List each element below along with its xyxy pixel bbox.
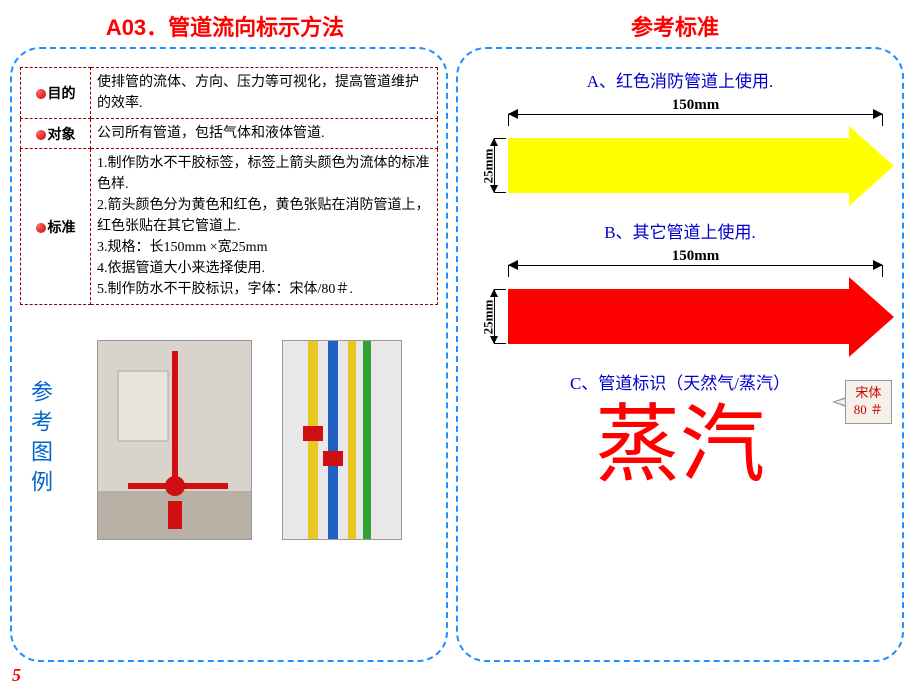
- ref-a-title: A、红色消防管道上使用.: [466, 67, 894, 92]
- table-row: 标准 1.制作防水不干胶标签，标签上箭头颜色为流体的标准色样. 2.箭头颜色分为…: [21, 149, 438, 305]
- height-dimension: 25mm: [466, 128, 508, 203]
- callout-arrow-icon: [832, 397, 846, 407]
- row-content: 1.制作防水不干胶标签，标签上箭头颜色为流体的标准色样. 2.箭头颜色分为黄色和…: [91, 149, 438, 305]
- right-panel: A、红色消防管道上使用. 150mm 25mm: [456, 47, 904, 662]
- legend-area: 参考图例: [20, 315, 438, 565]
- sample-text: 蒸汽: [466, 404, 894, 489]
- width-label: 150mm: [668, 248, 724, 265]
- yellow-arrow-icon: [508, 138, 894, 193]
- bullet-icon: [36, 223, 46, 233]
- bullet-icon: [36, 89, 46, 99]
- spec-table: 目的 使排管的流体、方向、压力等可视化，提高管道维护的效率. 对象 公司所有管道…: [20, 67, 438, 305]
- ref-b-title: B、其它管道上使用.: [466, 218, 894, 243]
- ref-section-c: C、管道标识（天然气/蒸汽） 蒸汽 宋体 80 ＃: [466, 369, 894, 489]
- ref-section-a: A、红色消防管道上使用. 150mm 25mm: [466, 67, 894, 203]
- ref-section-b: B、其它管道上使用. 150mm 25mm: [466, 218, 894, 354]
- width-dimension: 150mm: [508, 102, 883, 128]
- left-panel: 目的 使排管的流体、方向、压力等可视化，提高管道维护的效率. 对象 公司所有管道…: [10, 47, 448, 662]
- right-title: 参考标准: [450, 10, 900, 42]
- left-title: A03．管道流向标示方法: [0, 10, 450, 42]
- table-row: 对象 公司所有管道，包括气体和液体管道.: [21, 119, 438, 149]
- callout-line1: 宋体: [855, 385, 881, 400]
- callout-box: 宋体 80 ＃: [845, 380, 892, 424]
- row-content: 公司所有管道，包括气体和液体管道.: [91, 119, 438, 149]
- content-row: 目的 使排管的流体、方向、压力等可视化，提高管道维护的效率. 对象 公司所有管道…: [0, 47, 920, 662]
- width-dimension: 150mm: [508, 253, 883, 279]
- row-label: 标准: [48, 219, 76, 235]
- reference-photo-2: [282, 340, 402, 540]
- height-label: 25mm: [480, 148, 496, 183]
- row-label: 对象: [48, 126, 76, 142]
- row-label: 目的: [48, 85, 76, 101]
- table-row: 目的 使排管的流体、方向、压力等可视化，提高管道维护的效率.: [21, 68, 438, 119]
- font-callout: 宋体 80 ＃: [832, 380, 892, 424]
- reference-photo-1: [97, 340, 252, 540]
- callout-line2: 80 ＃: [854, 402, 883, 417]
- header-row: A03．管道流向标示方法 参考标准: [0, 0, 920, 47]
- legend-photos: [60, 315, 438, 565]
- width-label: 150mm: [668, 97, 724, 114]
- bullet-icon: [36, 130, 46, 140]
- legend-label: 参考图例: [20, 315, 60, 565]
- red-arrow-icon: [508, 289, 894, 344]
- page-number: 5: [12, 665, 21, 686]
- height-label: 25mm: [480, 299, 496, 334]
- ref-c-title: C、管道标识（天然气/蒸汽）: [466, 369, 894, 394]
- height-dimension: 25mm: [466, 279, 508, 354]
- row-content: 使排管的流体、方向、压力等可视化，提高管道维护的效率.: [91, 68, 438, 119]
